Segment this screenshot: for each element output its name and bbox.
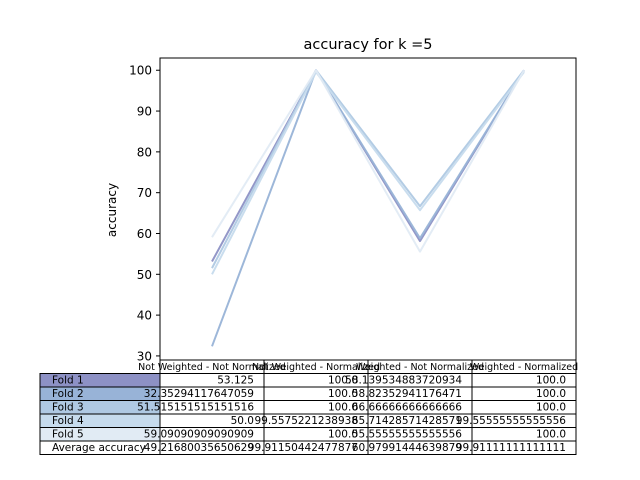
table-cell-value: 100.0: [536, 429, 566, 441]
table-cell-value: 100.0: [328, 375, 358, 387]
series-line-fold-2: [211, 69, 525, 347]
y-axis-ticks: 30 40 50 60 70 80 90 100: [129, 64, 160, 363]
table-cell-value: 100.0: [536, 375, 566, 387]
column-header-label: Weighted - Normalized: [470, 362, 578, 373]
table-cell-value: 59.09090909090909: [144, 429, 254, 441]
y-tick-label: 90: [137, 105, 152, 119]
table-cell-value: 100.0: [328, 402, 358, 414]
plot-frame: [159, 57, 577, 361]
row-header-label: Fold 2: [52, 388, 84, 400]
table-cell-value: 99.5575221238938: [254, 415, 358, 427]
column-header-label: Not Weighted - Normalized: [252, 362, 380, 373]
table-cell-value: 99.91111111111111: [456, 442, 566, 454]
table-cell-value: 51.515151515151516: [137, 402, 254, 414]
table-cell-value: 60.97991444639879: [352, 442, 462, 454]
series-line-fold-4: [211, 71, 525, 275]
series-line-fold-3: [211, 69, 525, 269]
y-tick-label: 40: [137, 309, 152, 323]
row-header-label: Average accuracy: [52, 442, 146, 454]
series-line-fold-5: [211, 69, 525, 253]
y-tick-label: 100: [129, 64, 152, 78]
row-header-label: Fold 4: [52, 415, 84, 427]
table-cell-value: 66.66666666666666: [352, 402, 463, 414]
y-tick-label: 30: [137, 349, 152, 363]
table-cell-value: 100.0: [328, 429, 358, 441]
table-cell: [471, 440, 577, 455]
y-tick-label: 60: [137, 227, 152, 241]
table-cell-value: 50.0: [231, 415, 254, 427]
table-cell-value: 32.35294117647059: [144, 388, 254, 400]
row-header-label: Fold 1: [52, 375, 84, 387]
table-cell-value: 55.55555555555556: [352, 429, 463, 441]
table-cell-value: 100.0: [536, 388, 566, 400]
y-tick-label: 80: [137, 145, 152, 159]
table-cell-value: 53.125: [217, 375, 254, 387]
table-cell-value: 99.55555555555556: [456, 415, 567, 427]
series-lines: [211, 69, 525, 347]
column-header-label: Weighted - Not Normalized: [356, 362, 484, 373]
series-line-fold-1: [211, 69, 525, 263]
table-cell-value: 58.82352941176471: [352, 388, 462, 400]
y-tick-label: 70: [137, 186, 152, 200]
table-cell-value: 65.71428571428571: [352, 415, 462, 427]
table-cell-value: 100.0: [328, 388, 358, 400]
table-cell-value: 49.21680035650629: [144, 442, 254, 454]
table-cell-value: 58.139534883720934: [345, 375, 462, 387]
y-tick-label: 50: [137, 268, 152, 282]
y-axis-label: accuracy: [105, 183, 119, 237]
table-cell-value: 100.0: [536, 402, 566, 414]
row-header-label: Fold 5: [52, 429, 84, 441]
table-cell-value: 99.91150442477877: [248, 442, 358, 454]
chart-title: accuracy for k =5: [304, 37, 433, 53]
column-header-label: Not Weighted - Not Normalized: [138, 362, 286, 373]
row-header-label: Fold 3: [52, 402, 84, 414]
